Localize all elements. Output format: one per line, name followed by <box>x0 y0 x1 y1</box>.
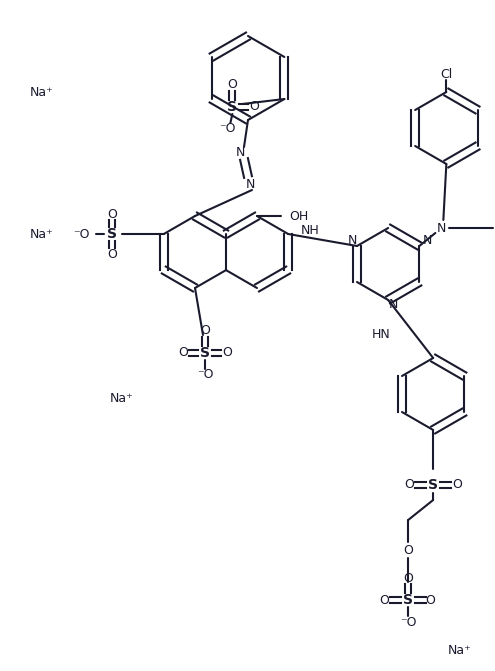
Text: S: S <box>227 100 238 114</box>
Text: N: N <box>437 221 446 234</box>
Text: ⁻O: ⁻O <box>219 123 236 136</box>
Text: N: N <box>235 146 245 158</box>
Text: Na⁺: Na⁺ <box>30 87 54 99</box>
Text: HN: HN <box>372 327 391 340</box>
Text: O: O <box>404 478 414 491</box>
Text: OH: OH <box>289 209 308 223</box>
Text: N: N <box>389 299 398 311</box>
Text: O: O <box>403 572 413 584</box>
Text: N: N <box>423 234 432 248</box>
Text: O: O <box>249 101 259 113</box>
Text: S: S <box>403 593 413 607</box>
Text: Cl: Cl <box>440 68 452 81</box>
Text: S: S <box>200 346 210 360</box>
Text: Na⁺: Na⁺ <box>30 227 54 240</box>
Text: O: O <box>227 79 237 91</box>
Text: O: O <box>107 207 117 221</box>
Text: N: N <box>347 234 357 248</box>
Text: O: O <box>200 325 210 338</box>
Text: O: O <box>403 544 413 556</box>
Text: NH: NH <box>301 223 320 236</box>
Text: O: O <box>178 346 188 360</box>
Text: ⁻O: ⁻O <box>73 227 90 240</box>
Text: O: O <box>425 594 435 607</box>
Text: ⁻O: ⁻O <box>197 368 213 382</box>
Text: S: S <box>107 227 117 241</box>
Text: O: O <box>107 248 117 260</box>
Text: O: O <box>222 346 232 360</box>
Text: S: S <box>428 478 438 492</box>
Text: ⁻O: ⁻O <box>400 615 416 629</box>
Text: Na⁺: Na⁺ <box>110 391 134 405</box>
Text: O: O <box>452 478 462 491</box>
Text: Na⁺: Na⁺ <box>448 643 472 656</box>
Text: N: N <box>246 178 255 191</box>
Text: O: O <box>379 594 389 607</box>
